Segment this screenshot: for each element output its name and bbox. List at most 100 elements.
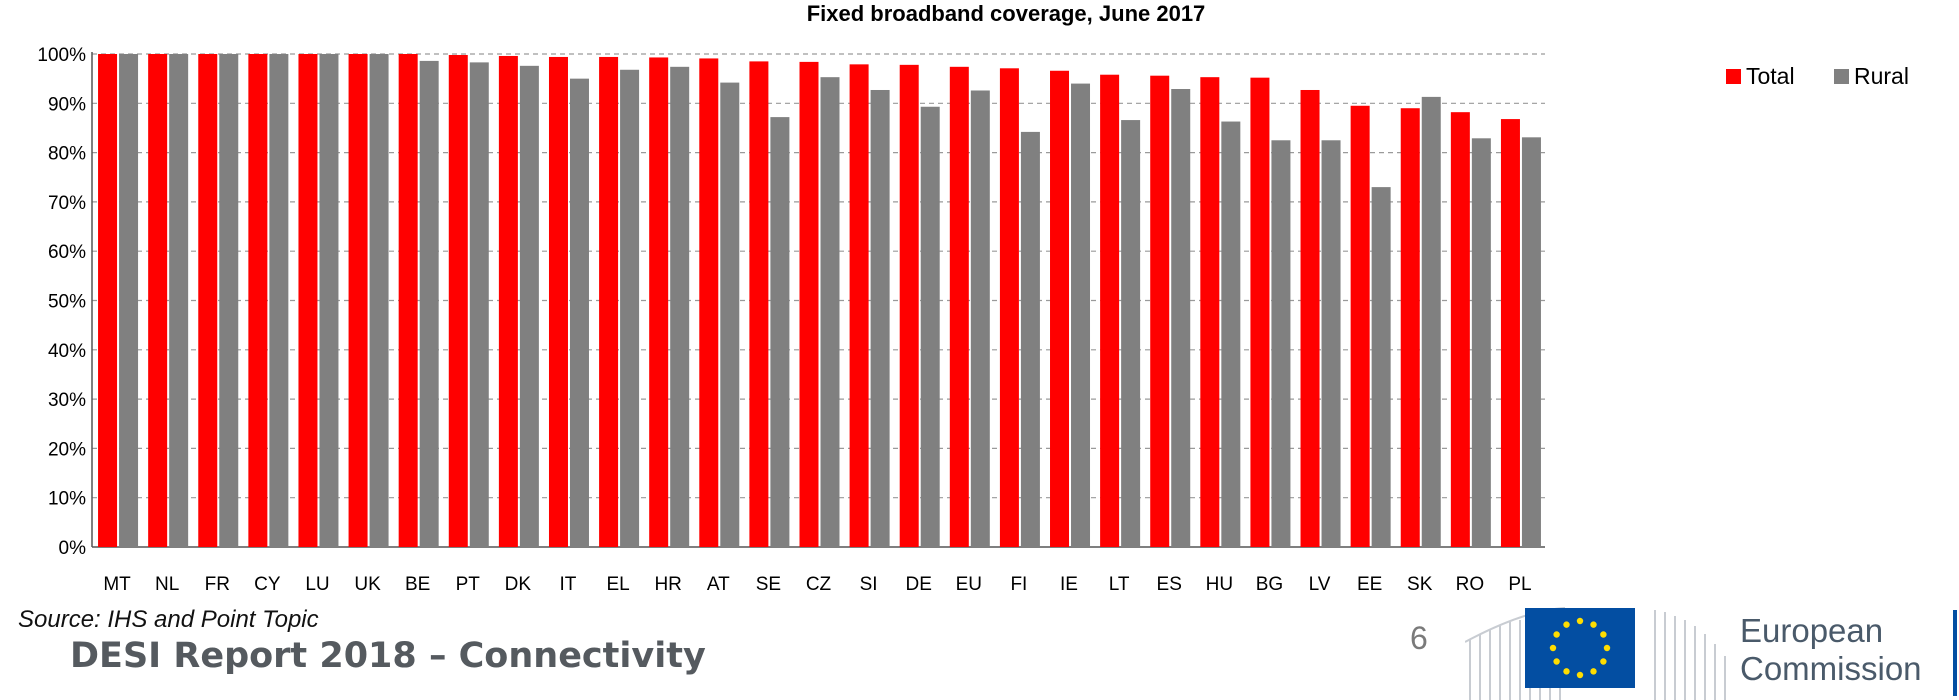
bar-rural-ES <box>1171 89 1191 548</box>
bar-rural-DK <box>519 65 539 547</box>
bar-total-SK <box>1400 108 1420 547</box>
bar-rural-PL <box>1521 137 1541 547</box>
legend-label-rural: Rural <box>1854 63 1909 89</box>
legend: Total Rural <box>1726 63 1909 89</box>
bar-total-LU <box>298 54 318 547</box>
legend-swatch-total <box>1726 69 1741 84</box>
bar-rural-BE <box>419 60 439 547</box>
x-tick-label: MT <box>103 574 131 595</box>
brand-name: European Commission <box>1740 612 1922 688</box>
x-tick-label: NL <box>155 574 179 595</box>
bar-rural-IE <box>1071 83 1091 547</box>
bar-total-BG <box>1250 77 1270 547</box>
y-tick-label: 90% <box>48 94 86 115</box>
x-tick-label: FR <box>205 574 230 595</box>
eu-star-icon <box>1600 658 1607 665</box>
eu-star-icon <box>1563 621 1570 628</box>
bar-rural-NL <box>169 54 189 547</box>
legend-label-total: Total <box>1746 63 1795 89</box>
bar-rural-PT <box>469 62 489 547</box>
bar-total-RO <box>1450 112 1470 547</box>
bar-total-EL <box>599 56 619 547</box>
bar-total-FI <box>999 68 1019 547</box>
brand-line-1: European <box>1740 612 1884 649</box>
x-tick-label: DK <box>505 574 532 595</box>
report-title: DESI Report 2018 – Connectivity <box>70 636 706 676</box>
x-tick-label: EU <box>956 574 982 595</box>
bar-total-LV <box>1300 89 1320 547</box>
bar-rural-FR <box>219 54 239 547</box>
x-tick-label: EE <box>1357 574 1382 595</box>
chart: 0% 10% 20% 30% 40% 50% 60% 70% 80% 90% 100% MT NL FR C… <box>37 1 1909 595</box>
bar-rural-HU <box>1221 121 1241 547</box>
bar-rural-SI <box>870 89 890 547</box>
x-tick-label: CZ <box>806 574 832 595</box>
x-tick-label: BG <box>1256 574 1283 595</box>
bar-total-DK <box>498 55 518 548</box>
y-tick-label: 0% <box>59 538 87 559</box>
bar-total-UK <box>348 54 368 547</box>
y-tick-label: 10% <box>48 489 86 510</box>
bar-rural-EU <box>970 90 990 548</box>
bar-rural-IT <box>569 78 589 548</box>
bar-rural-CZ <box>820 77 840 548</box>
eu-star-icon <box>1563 668 1570 675</box>
y-tick-label: 20% <box>48 439 86 460</box>
x-tick-label: SI <box>860 574 878 595</box>
x-tick-label: BE <box>405 574 430 595</box>
x-tick-label: AT <box>707 574 730 595</box>
x-tick-label: SE <box>756 574 781 595</box>
bar-rural-EL <box>620 69 640 547</box>
bar-total-AT <box>699 58 719 547</box>
bar-rural-SE <box>770 117 790 547</box>
bar-total-FR <box>198 54 218 547</box>
bar-rural-CY <box>269 54 289 547</box>
x-tick-label: HR <box>654 574 681 595</box>
x-tick-label: RO <box>1456 574 1485 595</box>
y-tick-label: 60% <box>48 242 86 263</box>
y-tick-label: 30% <box>48 390 86 411</box>
bar-rural-FI <box>1020 131 1040 548</box>
x-tick-label: HU <box>1206 574 1233 595</box>
y-tick-label: 40% <box>48 341 86 362</box>
x-tick-label: IE <box>1060 574 1078 595</box>
legend-swatch-rural <box>1834 69 1849 84</box>
bar-rural-RO <box>1471 138 1491 548</box>
bar-total-BE <box>398 54 418 547</box>
x-tick-label: PL <box>1508 574 1531 595</box>
eu-star-icon <box>1590 621 1597 628</box>
eu-star-icon <box>1576 617 1584 625</box>
bar-total-SI <box>849 64 869 547</box>
source-note: Source: IHS and Point Topic <box>18 606 319 633</box>
x-tick-label: LU <box>305 574 329 595</box>
bar-total-SE <box>749 61 769 548</box>
bar-rural-BG <box>1271 140 1291 547</box>
y-tick-label: 100% <box>37 45 86 66</box>
bar-total-IE <box>1050 70 1070 548</box>
eu-star-icon <box>1590 668 1597 675</box>
bar-rural-DE <box>920 106 940 547</box>
eu-star-icon <box>1600 631 1607 638</box>
bar-rural-LT <box>1121 120 1141 547</box>
y-tick-label: 70% <box>48 193 86 214</box>
bar-total-PL <box>1500 119 1520 548</box>
bar-total-CZ <box>799 61 819 547</box>
bar-total-ES <box>1150 75 1170 547</box>
european-commission-logo <box>1465 607 1957 700</box>
brand-line-2: Commission <box>1740 650 1922 687</box>
bar-rural-AT <box>720 82 740 548</box>
bar-rural-EE <box>1371 187 1391 548</box>
x-tick-label: CY <box>254 574 281 595</box>
bar-total-EU <box>949 66 969 548</box>
eu-star-icon <box>1553 631 1560 638</box>
x-tick-label: FI <box>1010 574 1027 595</box>
x-tick-label: LV <box>1309 574 1331 595</box>
bar-layer <box>98 54 1541 548</box>
eu-stars <box>1549 617 1611 679</box>
chart-title: Fixed broadband coverage, June 2017 <box>807 1 1206 26</box>
x-tick-label: IT <box>560 574 577 595</box>
bar-rural-LV <box>1321 140 1341 547</box>
x-tick-label: EL <box>606 574 629 595</box>
bar-total-CY <box>248 54 268 547</box>
eu-star-icon <box>1576 671 1584 679</box>
